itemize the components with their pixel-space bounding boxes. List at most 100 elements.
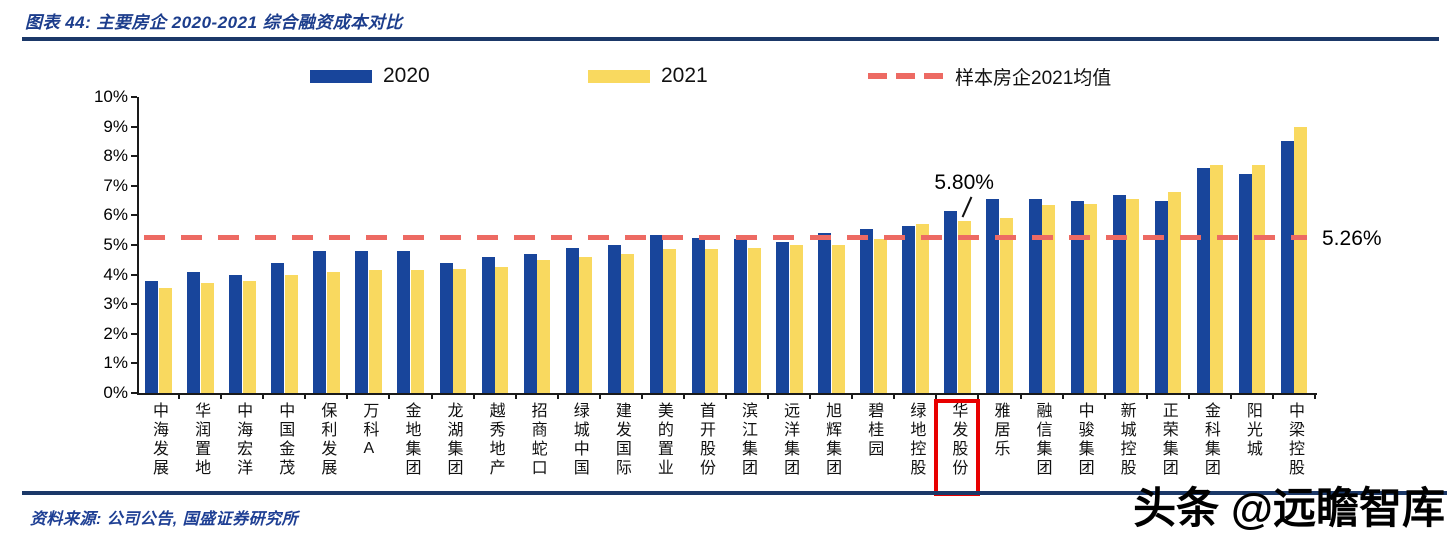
bar-2021 <box>621 253 635 393</box>
x-tick-mark <box>556 393 559 399</box>
x-label-cell: 远洋集团 <box>768 402 810 478</box>
bar-group <box>1189 97 1231 393</box>
x-tick-mark <box>935 393 938 399</box>
y-tick-mark <box>131 392 137 394</box>
x-tick-mark <box>430 393 433 399</box>
x-axis-label: 华润置地 <box>192 402 210 478</box>
x-label-cell: 阳光城 <box>1231 402 1273 459</box>
y-tick-mark <box>131 155 137 158</box>
legend-swatch-2021 <box>588 69 650 83</box>
x-tick-mark <box>472 393 475 399</box>
bar-group <box>600 97 642 393</box>
bar-2020 <box>986 199 1000 393</box>
x-tick-mark <box>1061 393 1064 399</box>
highlight-value-annotation: 5.80% <box>934 171 994 194</box>
bar-2020 <box>523 253 537 393</box>
x-tick-mark <box>514 393 517 399</box>
bar-2021 <box>705 249 719 393</box>
x-tick-mark <box>1103 393 1106 399</box>
x-tick-mark <box>262 393 265 399</box>
bar-2021 <box>915 224 929 393</box>
bar-2020 <box>902 225 916 393</box>
bar-2020 <box>944 210 958 393</box>
x-label-cell: 中海宏洋 <box>221 402 263 478</box>
y-tick-label: 5% <box>103 235 128 254</box>
bar-group <box>1231 97 1273 393</box>
x-axis-label: 碧桂园 <box>865 402 883 459</box>
x-label-cell: 金地集团 <box>389 402 431 478</box>
bar-2020 <box>607 245 621 393</box>
y-tick-label: 8% <box>103 146 128 166</box>
x-label-cell: 中国金茂 <box>263 402 305 478</box>
y-tick-mark <box>131 184 137 187</box>
x-label-cell: 滨江集团 <box>726 402 768 478</box>
x-tick-mark <box>598 393 601 399</box>
bar-2020 <box>1028 199 1042 393</box>
bar-2021 <box>453 268 467 393</box>
bar-2021 <box>495 267 509 393</box>
bar-2021 <box>368 270 382 393</box>
y-tick-label: 1% <box>103 353 128 373</box>
x-axis-label: 中骏集团 <box>1075 402 1093 478</box>
x-axis-label: 美的置业 <box>654 402 672 478</box>
plot-area <box>137 97 1317 395</box>
bar-2021 <box>957 221 971 393</box>
x-label-cell: 融信集团 <box>1021 402 1063 478</box>
x-label-cell: 旭辉集团 <box>810 402 852 478</box>
bar-group <box>894 97 936 393</box>
x-tick-mark <box>767 393 770 399</box>
x-tick-mark <box>977 393 980 399</box>
x-label-cell: 美的置业 <box>642 402 684 478</box>
bar-2021 <box>1084 203 1098 393</box>
bar-2020 <box>734 239 748 393</box>
x-tick-mark <box>1145 393 1148 399</box>
x-axis-label: 越秀地产 <box>486 402 504 478</box>
bar-2021 <box>537 259 551 393</box>
chart-title: 图表 44: 主要房企 2020-2021 综合融资成本对比 <box>25 13 403 32</box>
bar-group <box>347 97 389 393</box>
x-axis-label: 绿城中国 <box>570 402 588 478</box>
bar-2020 <box>187 271 201 393</box>
bar-2020 <box>313 250 327 393</box>
bar-2021 <box>326 271 340 393</box>
x-label-cell: 建发国际 <box>600 402 642 478</box>
bar-2021 <box>200 283 214 393</box>
y-tick-mark <box>131 96 137 98</box>
x-label-cell: 雅居乐 <box>978 402 1020 459</box>
x-axis-labels: 中海发展 华润置地 中海宏洋 中国金茂 保利发展 万科A 金地集团 龙湖集团 越秀地产 招商蛇口 绿… <box>137 402 1315 490</box>
bar-2021 <box>1126 199 1140 393</box>
legend-item-2021: 2021 <box>588 62 708 90</box>
x-axis-label: 龙湖集团 <box>444 402 462 478</box>
bar-2021 <box>789 245 803 393</box>
x-axis-label: 华发股份 <box>949 402 967 478</box>
highlight-box <box>934 399 981 496</box>
bar-group <box>474 97 516 393</box>
x-axis-label: 新城控股 <box>1117 402 1135 478</box>
x-axis-label: 保利发展 <box>318 402 336 478</box>
average-value-label: 5.26% <box>1322 227 1382 251</box>
x-label-cell: 华润置地 <box>179 402 221 478</box>
bar-2020 <box>691 237 705 393</box>
bars-layer <box>137 97 1315 393</box>
bar-group <box>684 97 726 393</box>
bar-2021 <box>158 287 172 393</box>
bar-group <box>558 97 600 393</box>
legend-dash-icon <box>868 73 944 79</box>
legend-label-average: 样本房企2021均值 <box>955 67 1112 89</box>
x-axis-label: 远洋集团 <box>781 402 799 478</box>
y-tick-label: 7% <box>103 175 128 195</box>
bar-group <box>852 97 894 393</box>
y-tick-mark <box>131 362 137 365</box>
bar-group <box>936 97 978 393</box>
x-label-cell: 绿城中国 <box>558 402 600 478</box>
y-tick-label: 3% <box>103 294 128 314</box>
bar-group <box>389 97 431 393</box>
bar-group <box>263 97 305 393</box>
x-axis-label: 金地集团 <box>402 402 420 478</box>
x-tick-mark <box>682 393 685 399</box>
bar-2021 <box>1042 205 1056 393</box>
x-axis-label: 建发国际 <box>612 402 630 478</box>
bar-2021 <box>242 280 256 393</box>
x-tick-mark <box>346 393 349 399</box>
